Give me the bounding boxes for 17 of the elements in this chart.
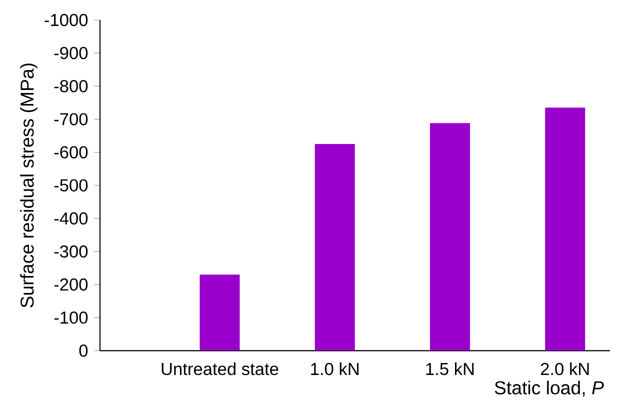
y-tick-label: -500 [54, 179, 88, 192]
y-tick-label: -800 [54, 80, 88, 92]
x-tick-label: 2.0 kN [540, 362, 589, 376]
y-tick-label: -700 [54, 113, 88, 126]
y-tick-label: -900 [54, 46, 88, 60]
y-tick-label: 0 [79, 344, 88, 357]
y-axis-title: Surface residual stress (MPa) [20, 64, 38, 308]
y-tick-label: -200 [54, 278, 88, 291]
y-tick-label: -1000 [44, 14, 88, 26]
x-tick-label: 1.5 kN [426, 362, 474, 376]
y-tick-label: -300 [54, 245, 88, 258]
x-tick-label: 1.0 kN [311, 362, 358, 376]
y-tick-label: -400 [54, 212, 88, 225]
y-tick-label: -600 [54, 146, 88, 158]
x-tick-label: Untreated state [162, 362, 278, 376]
x-axis-title: Static load, P [494, 380, 604, 397]
y-tick-label: -100 [54, 311, 88, 324]
